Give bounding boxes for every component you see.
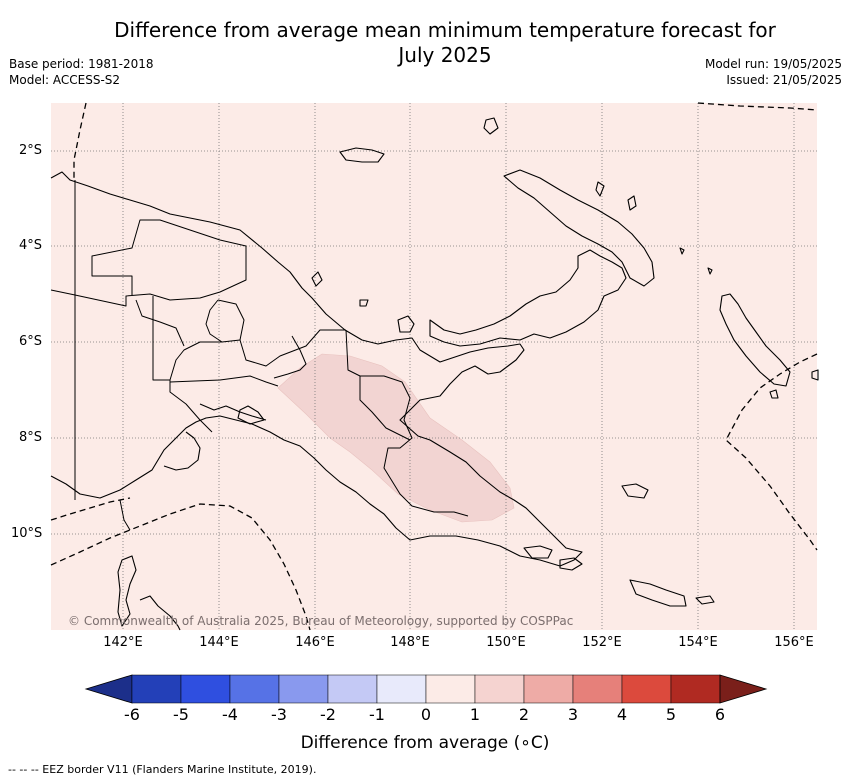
colorbar-tick-label: 6 (714, 705, 726, 724)
lon-label-152e: 152°E (582, 635, 622, 650)
colorbar-segment (180, 674, 231, 704)
colorbar-tick-label: 2 (518, 705, 530, 724)
lon-label-150e: 150°E (486, 635, 526, 650)
lon-label-142e: 142°E (103, 635, 143, 650)
colorbar-segment (523, 674, 574, 704)
map-background (51, 103, 817, 630)
colorbar-tick-label: 3 (567, 705, 579, 724)
colorbar-tick-label: -1 (369, 705, 385, 724)
colorbar-segment (572, 674, 623, 704)
colorbar-tick-label: -3 (271, 705, 287, 724)
colorbar-segment (376, 674, 427, 704)
lon-label-156e: 156°E (774, 635, 814, 650)
eez-borders (50, 102, 818, 631)
colorbar-tick-label: 5 (665, 705, 677, 724)
model-run: Model run: 19/05/2025 (704, 57, 842, 71)
colorbar-segment (229, 674, 280, 704)
lat-label-6s: 6°S (19, 334, 43, 349)
colorbar-extend-high (719, 674, 768, 704)
base-period: Base period: 1981-2018 (9, 57, 154, 71)
copyright-notice: © Commonwealth of Australia 2025, Bureau… (68, 614, 574, 628)
colorbar-tick-label: -6 (124, 705, 140, 724)
colorbar-tick-label: -5 (173, 705, 189, 724)
lat-label-8s: 8°S (19, 430, 43, 445)
lon-label-148e: 148°E (390, 635, 430, 650)
colorbar-extend-low (84, 674, 133, 704)
meta-right: Model run: 19/05/2025 Issued: 21/05/2025 (705, 56, 842, 88)
coastlines (50, 117, 819, 631)
colorbar-segment (621, 674, 672, 704)
colorbar-segment (474, 674, 525, 704)
lon-label-144e: 144°E (199, 635, 239, 650)
colorbar-tick-label: -2 (320, 705, 336, 724)
lat-label-4s: 4°S (19, 238, 43, 253)
colorbar-segment (278, 674, 329, 704)
lon-label-146e: 146°E (295, 635, 335, 650)
colorbar-label: Difference from average (∘C) (0, 733, 850, 753)
meta-left: Base period: 1981-2018 Model: ACCESS-S2 (9, 56, 154, 88)
title-line-2: July 2025 (398, 43, 492, 67)
colorbar-tick-label: 1 (469, 705, 481, 724)
new-guinea-coast (50, 171, 583, 567)
colorbar-label-unit: ∘C) (520, 733, 550, 753)
lon-label-154e: 154°E (678, 635, 718, 650)
map-title: Difference from average mean minimum tem… (90, 18, 800, 68)
eez-footnote: -- -- -- EEZ border V11 (Flanders Marine… (8, 763, 317, 776)
lat-label-10s: 10°S (11, 526, 43, 541)
title-line-1: Difference from average mean minimum tem… (114, 18, 776, 42)
issued-date: Issued: 21/05/2025 (726, 73, 842, 87)
colorbar-segment (670, 674, 721, 704)
colorbar (84, 674, 768, 704)
model-name: Model: ACCESS-S2 (9, 73, 121, 87)
colorbar-tick-label: 0 (420, 705, 432, 724)
colorbar-segment (327, 674, 378, 704)
colorbar-tick-label: 4 (616, 705, 628, 724)
colorbar-segment (425, 674, 476, 704)
colorbar-segment (131, 674, 182, 704)
lat-label-2s: 2°S (19, 143, 43, 158)
colorbar-label-text: Difference from average ( (300, 733, 521, 753)
colorbar-tick-label: -4 (222, 705, 238, 724)
new-britain-coast (503, 169, 655, 287)
bougainville-coast (719, 293, 791, 387)
